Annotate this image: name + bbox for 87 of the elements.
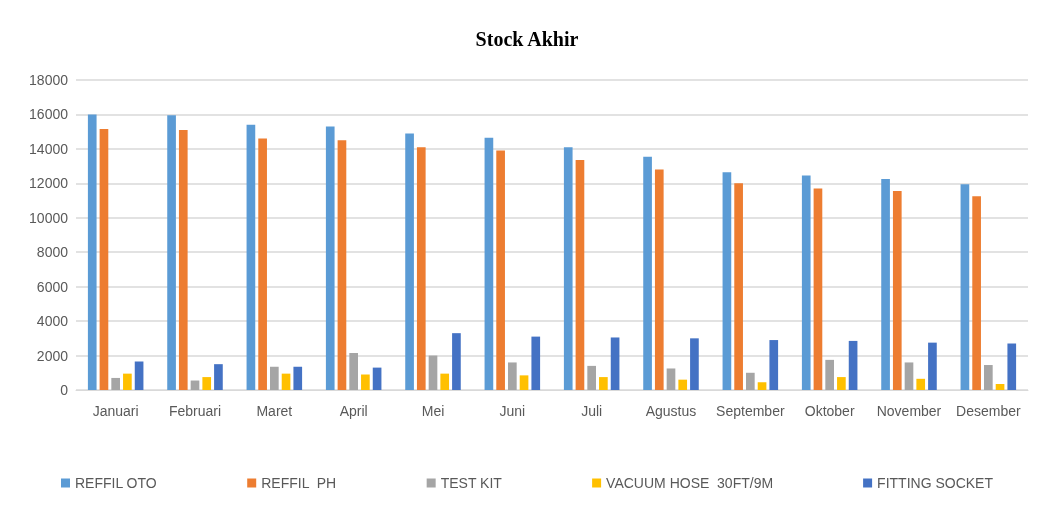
bar — [361, 374, 370, 390]
bar — [848, 340, 858, 390]
bar — [825, 359, 835, 390]
legend-label: REFFIL OTO — [75, 475, 157, 491]
bar — [610, 337, 620, 390]
bar — [507, 362, 517, 390]
bar — [293, 366, 303, 390]
x-tick-label: Juli — [581, 403, 603, 419]
y-tick-label: 10000 — [29, 209, 69, 226]
bar — [983, 365, 993, 390]
bar — [587, 365, 597, 390]
bar — [202, 377, 212, 390]
bar — [531, 336, 541, 390]
x-tick-label: Januari — [92, 403, 139, 419]
bar — [167, 115, 176, 390]
bar — [643, 156, 652, 390]
bar — [134, 361, 144, 390]
bar — [960, 184, 970, 390]
x-tick-label: Mei — [421, 403, 445, 419]
x-tick-label: Desember — [956, 403, 1021, 419]
y-tick-label: 8000 — [36, 244, 69, 261]
bar — [678, 379, 688, 390]
bar — [666, 368, 676, 390]
bar — [801, 175, 811, 390]
x-tick-label: Februari — [168, 403, 222, 419]
x-tick-label: April — [339, 403, 368, 419]
bar — [405, 133, 414, 390]
bar — [214, 364, 223, 390]
bar — [99, 129, 109, 390]
bar — [745, 372, 755, 390]
bar — [519, 375, 529, 390]
x-tick-label: Maret — [256, 403, 293, 419]
bar — [813, 188, 823, 390]
bar — [722, 172, 732, 390]
bar — [416, 147, 426, 390]
y-tick-label: 2000 — [36, 347, 69, 364]
bar — [87, 114, 97, 390]
bar — [892, 191, 902, 390]
bar — [428, 355, 438, 390]
bar — [325, 126, 335, 390]
y-tick-label: 14000 — [29, 140, 69, 157]
bar — [881, 179, 890, 390]
bar — [484, 137, 494, 390]
bar — [1007, 343, 1017, 390]
y-tick-label: 0 — [60, 382, 69, 398]
bar — [123, 373, 132, 390]
bar — [440, 373, 450, 390]
bar — [916, 378, 926, 390]
bar — [904, 362, 914, 390]
bar — [995, 383, 1005, 390]
y-tick-label: 16000 — [29, 106, 69, 123]
bar — [575, 160, 585, 390]
bar — [928, 342, 937, 390]
legend-label: VACUUM HOSE 30FT/9M — [606, 475, 774, 491]
bar — [337, 140, 347, 390]
bar — [246, 124, 256, 390]
bar — [452, 333, 461, 390]
bar — [111, 377, 121, 390]
chart-title: Stock Akhir — [475, 28, 579, 50]
y-tick-label: 6000 — [36, 278, 69, 295]
bar — [837, 377, 846, 390]
bar — [258, 138, 267, 390]
bar — [972, 196, 981, 390]
bar — [349, 352, 359, 390]
legend-label: TEST KIT — [440, 475, 503, 491]
legend-label: REFFIL PH — [261, 475, 337, 491]
bar — [563, 147, 573, 390]
bar — [496, 150, 505, 390]
bar — [690, 338, 699, 390]
x-tick-label: Juni — [499, 403, 526, 419]
bar — [734, 183, 743, 390]
x-tick-label: September — [716, 403, 785, 419]
y-tick-label: 4000 — [36, 313, 69, 330]
y-tick-label: 12000 — [29, 175, 69, 192]
bar — [654, 169, 664, 390]
x-tick-label: Oktober — [804, 403, 855, 419]
bar — [178, 129, 188, 390]
legend-label: FITTING SOCKET — [877, 475, 994, 491]
bar — [269, 366, 279, 390]
bar — [757, 382, 767, 390]
bar — [769, 340, 779, 390]
x-tick-label: November — [876, 403, 942, 419]
y-tick-label: 18000 — [29, 72, 69, 88]
bar — [372, 367, 382, 390]
bar — [599, 377, 608, 390]
x-tick-label: Agustus — [645, 403, 697, 419]
bar — [281, 373, 291, 390]
